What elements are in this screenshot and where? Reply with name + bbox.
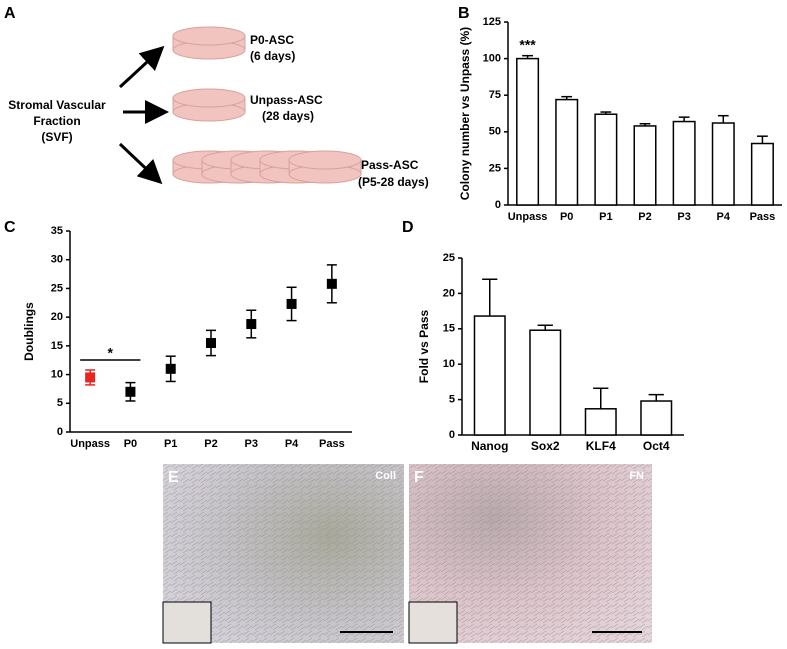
arrow (118, 142, 163, 185)
annotation: *** (519, 36, 536, 52)
source-label: Stromal Vascular (8, 98, 106, 112)
x-tick-label: Sox2 (531, 439, 560, 453)
x-tick-label: P3 (245, 438, 258, 450)
y-tick-label: 30 (51, 254, 63, 266)
y-tick-label: 35 (51, 225, 63, 237)
source-label: (SVF) (41, 130, 72, 144)
bar (516, 57, 540, 206)
x-tick-label: Oct4 (643, 439, 670, 453)
output-label: Unpass-ASC (250, 93, 323, 107)
diagram (172, 26, 362, 184)
output-label: (28 days) (262, 109, 314, 123)
dish (288, 150, 362, 184)
y-tick-label: 20 (51, 311, 63, 323)
marker (246, 319, 257, 330)
annotation: * (108, 345, 114, 361)
panel-label: F (414, 469, 424, 486)
bar (711, 122, 735, 206)
y-tick-label: 0 (449, 429, 455, 441)
x-tick-label: P3 (677, 211, 690, 223)
marker (326, 278, 337, 289)
x-tick-label: Nanog (471, 439, 508, 453)
x-tick-label: KLF4 (586, 439, 616, 453)
x-tick-label: P4 (717, 211, 731, 223)
bar (750, 142, 774, 206)
bar (633, 125, 657, 206)
micrograph (408, 464, 652, 644)
x-tick-label: P0 (124, 438, 137, 450)
y-tick-label: 5 (57, 397, 63, 409)
output-label: (P5-28 days) (358, 175, 429, 189)
panel-label: B (458, 5, 470, 22)
y-tick-label: 25 (443, 252, 455, 264)
y-tick-label: 0 (495, 199, 501, 211)
y-tick-label: 10 (443, 358, 455, 370)
x-tick-label: P1 (599, 211, 612, 223)
source-label: Fraction (33, 114, 80, 128)
bar (640, 400, 673, 436)
x-tick-label: P2 (204, 438, 217, 450)
y-tick-label: 15 (51, 340, 63, 352)
marker (85, 372, 96, 383)
marker (165, 363, 176, 374)
image-label: FN (629, 470, 644, 482)
output-label: Pass-ASC (361, 158, 419, 172)
y-tick-label: 75 (489, 89, 501, 101)
y-tick-label: 50 (489, 126, 501, 138)
bar (672, 120, 696, 206)
bar (555, 98, 579, 206)
x-tick-label: Unpass (70, 438, 110, 450)
output-label: P0-ASC (250, 33, 294, 47)
micrograph (162, 464, 404, 644)
y-axis-label: Fold vs Pass (417, 309, 431, 383)
dish (172, 88, 246, 122)
y-tick-label: 100 (483, 53, 501, 65)
y-tick-label: 10 (51, 368, 63, 380)
panel-label: D (402, 219, 414, 236)
bar (594, 113, 618, 206)
x-tick-label: Pass (750, 211, 776, 223)
y-axis-label: Colony number vs Unpass (%) (458, 27, 472, 200)
x-tick-label: P4 (285, 438, 299, 450)
arrow (118, 45, 165, 89)
y-tick-label: 25 (489, 162, 501, 174)
marker (206, 337, 216, 348)
y-tick-label: 0 (57, 426, 63, 438)
marker (125, 386, 136, 397)
y-tick-label: 20 (443, 287, 455, 299)
marker (286, 298, 297, 309)
x-tick-label: P2 (638, 211, 651, 223)
y-tick-label: 15 (443, 323, 455, 335)
bar (584, 408, 617, 436)
x-tick-label: Pass (319, 438, 345, 450)
panel-label: E (168, 469, 179, 486)
y-tick-label: 25 (51, 282, 63, 294)
panel-label: C (4, 219, 16, 236)
y-tick-label: 5 (449, 394, 455, 406)
dish (172, 26, 246, 60)
y-tick-label: 125 (483, 16, 501, 28)
x-tick-label: P1 (164, 438, 177, 450)
bar (473, 315, 506, 436)
bar (529, 329, 562, 436)
x-tick-label: P0 (560, 211, 573, 223)
panel-label: A (4, 5, 16, 22)
output-label: (6 days) (250, 49, 295, 63)
y-axis-label: Doublings (22, 302, 36, 361)
x-tick-label: Unpass (508, 211, 548, 223)
image-label: Coll (375, 470, 396, 482)
